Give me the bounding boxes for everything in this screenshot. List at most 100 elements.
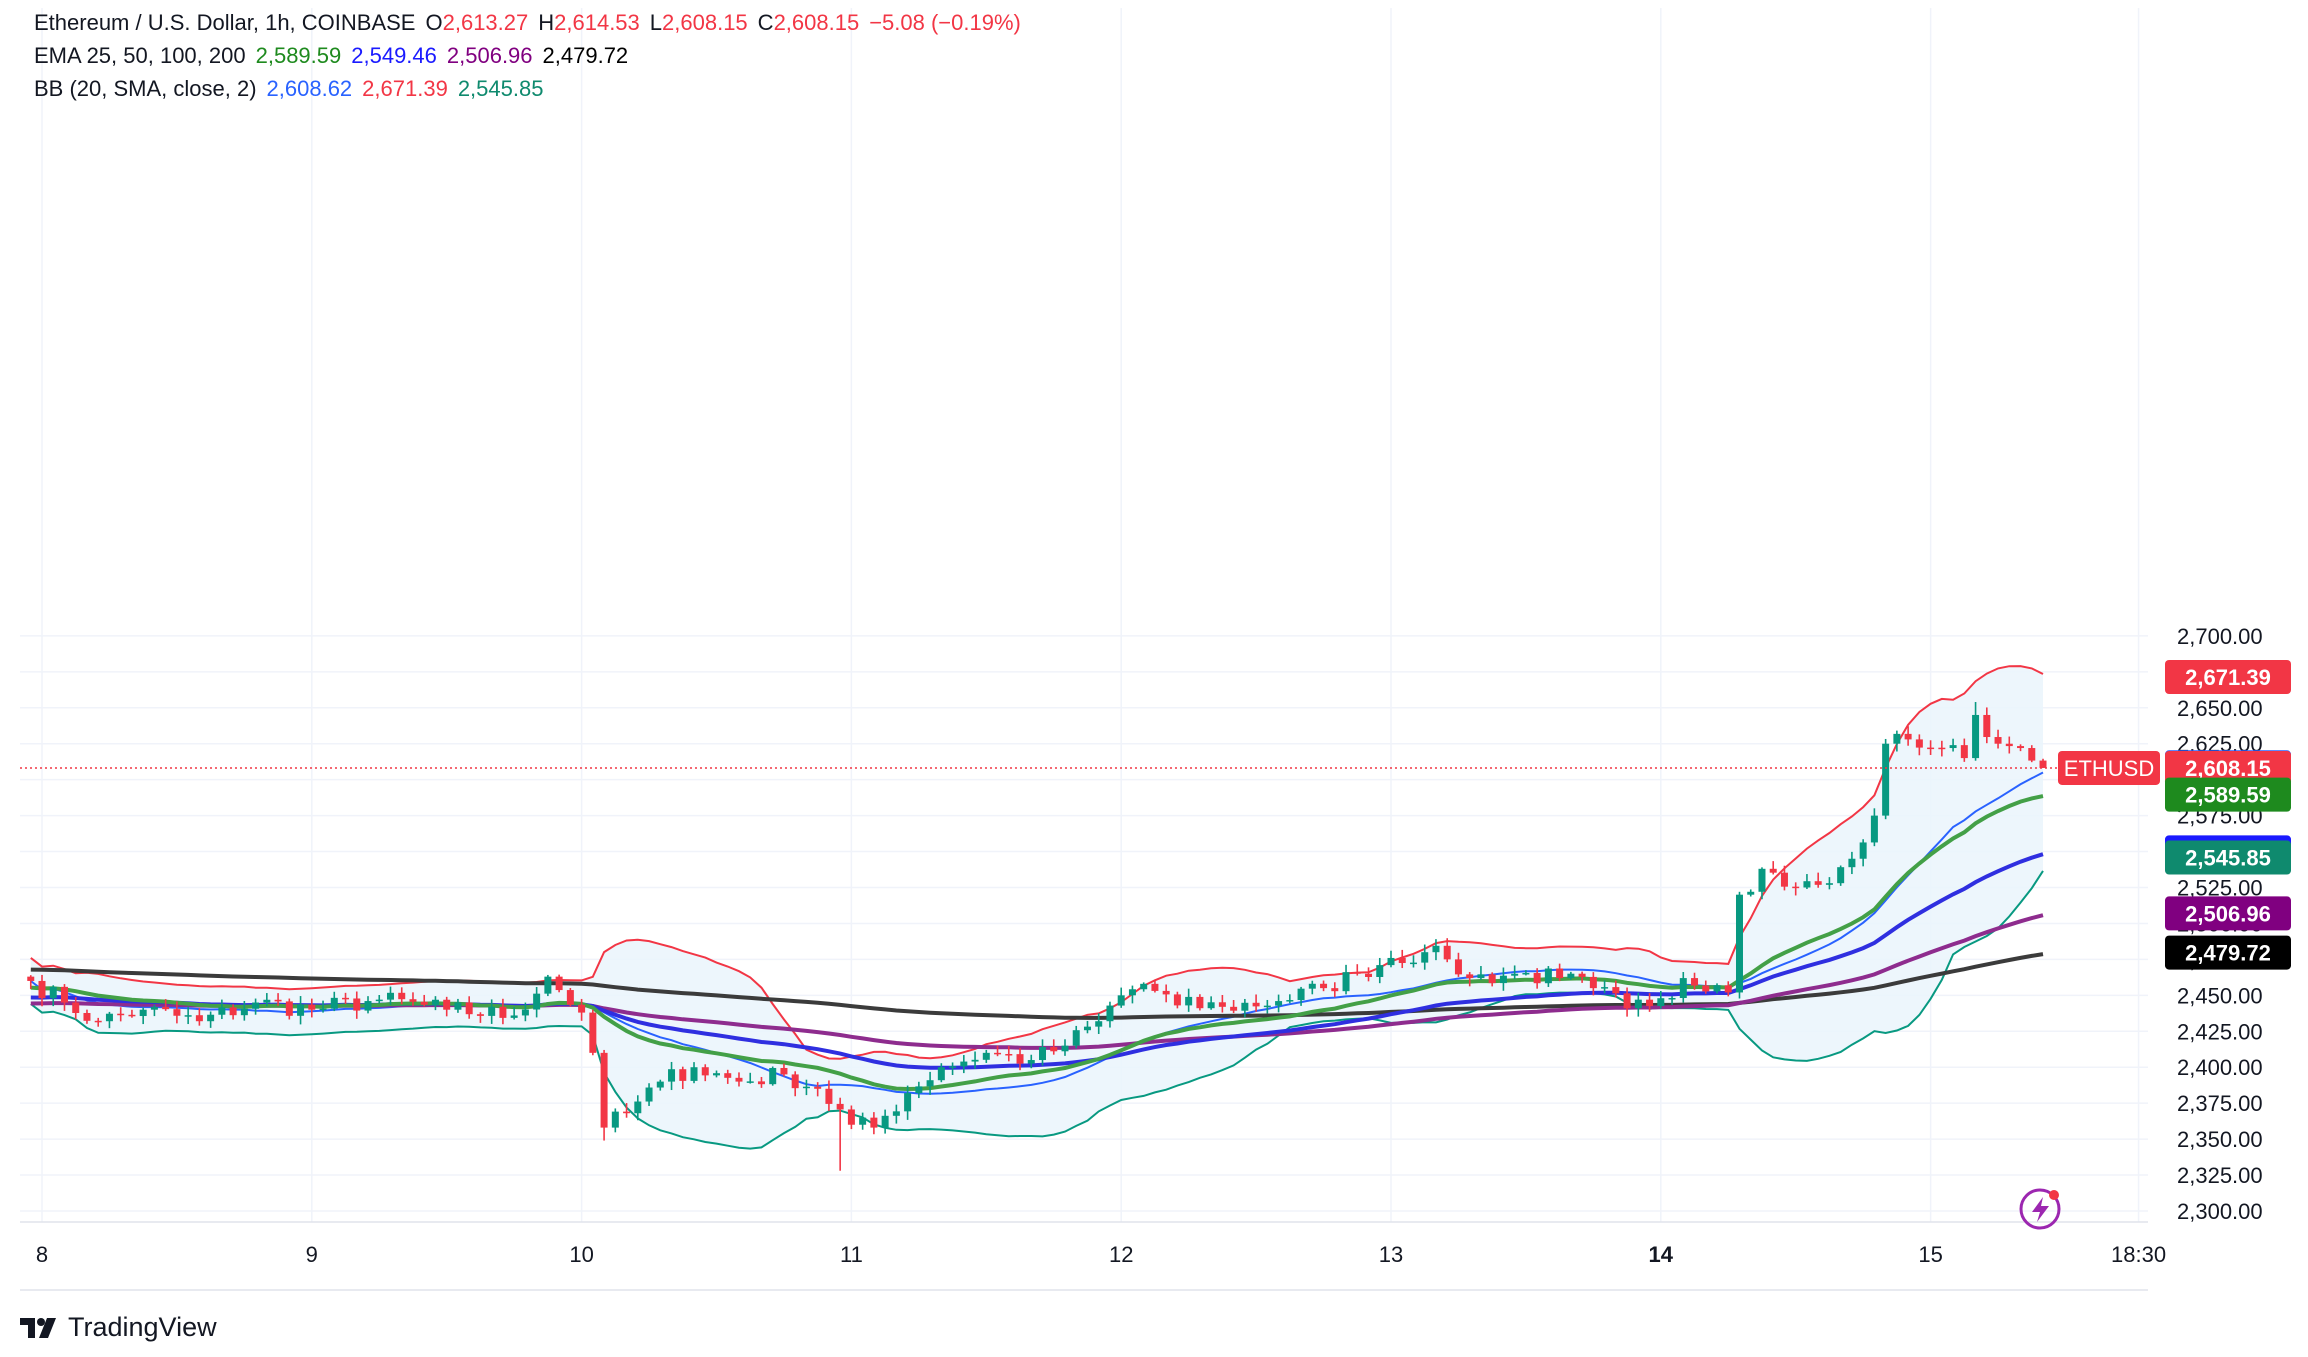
notification-dot (2049, 1190, 2059, 1200)
candle (1657, 990, 1665, 1009)
candle-body (814, 1086, 822, 1089)
candle-body (1780, 872, 1788, 887)
candle (1499, 967, 1507, 991)
x-tick-label: 13 (1379, 1242, 1403, 1267)
candle (465, 996, 473, 1019)
candle (926, 1071, 934, 1095)
candle-body (420, 1001, 428, 1005)
candle (510, 1007, 518, 1020)
candle (1376, 957, 1384, 984)
candle (1151, 979, 1159, 993)
candle-body (1893, 733, 1901, 744)
bb-upper-value: 2,671.39 (362, 76, 448, 101)
candle-body (1027, 1060, 1035, 1064)
candle (1556, 963, 1564, 982)
candle (802, 1079, 810, 1096)
candle (488, 999, 496, 1024)
low-value: 2,608.15 (662, 10, 748, 35)
candle-body (555, 976, 563, 991)
candle-body (1117, 995, 1125, 1006)
candle-body (2005, 743, 2013, 747)
candle-body (780, 1067, 788, 1075)
candle (1117, 987, 1125, 1008)
open-value: 2,613.27 (442, 10, 529, 35)
candle (1263, 999, 1271, 1014)
lightning-ring (2019, 1188, 2061, 1230)
candle (1511, 965, 1519, 980)
candle (937, 1063, 945, 1083)
candle-body (195, 1015, 203, 1022)
candle-body (589, 1012, 597, 1053)
candle (1994, 729, 2002, 749)
candle-body (1825, 883, 1833, 885)
candle (1061, 1039, 1069, 1056)
candle (1140, 982, 1148, 992)
ema25-value: 2,589.59 (255, 43, 342, 68)
candle (1623, 987, 1631, 1017)
candle (1432, 939, 1440, 961)
lightning-icon[interactable] (2019, 1188, 2061, 1230)
candle-body (454, 1002, 462, 1010)
candle (364, 996, 372, 1014)
legend-symbol[interactable]: Ethereum / U.S. Dollar, 1h, COINBASE (34, 10, 416, 35)
candle (184, 1006, 192, 1025)
price-label-bg (2165, 777, 2291, 812)
candle (1297, 986, 1305, 1006)
bb-label[interactable]: BB (20, SMA, close, 2) (34, 76, 257, 101)
candle (1848, 851, 1856, 875)
candle-body (1286, 1000, 1294, 1002)
candle-body (1904, 733, 1912, 740)
candle-body (1533, 972, 1541, 984)
candle-body (713, 1073, 720, 1076)
candle (1454, 952, 1462, 977)
price-label: 2,671.39 (2165, 660, 2291, 695)
candle-body (994, 1052, 1002, 1055)
candle (252, 998, 260, 1015)
candle (1398, 949, 1406, 969)
candle-body (409, 999, 417, 1002)
candle (319, 1000, 327, 1013)
candle-body (252, 1002, 260, 1009)
candle-body (1320, 983, 1328, 989)
x-tick-label: 14 (1649, 1242, 1674, 1267)
candle-body (499, 1006, 507, 1018)
candle (1443, 938, 1451, 963)
candle (1960, 738, 1968, 762)
candle-body (1061, 1045, 1069, 1052)
candle (1780, 865, 1788, 891)
candle-body (150, 1006, 158, 1010)
y-tick-label: 2,300.00 (2177, 1199, 2263, 1224)
candle-body (2039, 760, 2047, 768)
candle-body (1983, 714, 1991, 738)
candle (1196, 994, 1204, 1011)
bb-lower-value: 2,545.85 (457, 76, 544, 101)
candle (1691, 972, 1699, 990)
price-label-text: 2,506.96 (2185, 901, 2271, 926)
x-tick-label: 10 (569, 1242, 593, 1267)
candle (173, 1001, 181, 1024)
candle-body (308, 1004, 316, 1010)
candle (117, 1007, 125, 1022)
candle (870, 1112, 878, 1135)
lightning-bolt (2032, 1197, 2049, 1222)
candle (1365, 967, 1373, 982)
candle (769, 1066, 777, 1086)
candle (240, 1000, 248, 1021)
candle (1882, 738, 1890, 820)
candle-body (1387, 957, 1395, 966)
candle-body (892, 1111, 900, 1116)
brand-name: TradingView (68, 1312, 217, 1342)
candle (668, 1061, 676, 1091)
ema-label[interactable]: EMA 25, 50, 100, 200 (34, 43, 246, 68)
candle-body (342, 997, 350, 1000)
tradingview-brand[interactable]: TradingView (20, 1312, 217, 1343)
candle (949, 1062, 957, 1076)
candle-body (1758, 868, 1766, 892)
candle (1758, 867, 1766, 900)
candle-body (544, 976, 552, 994)
candle (544, 974, 552, 997)
candle (1859, 839, 1867, 867)
candle-body (1544, 968, 1552, 984)
candle-body (982, 1052, 990, 1060)
